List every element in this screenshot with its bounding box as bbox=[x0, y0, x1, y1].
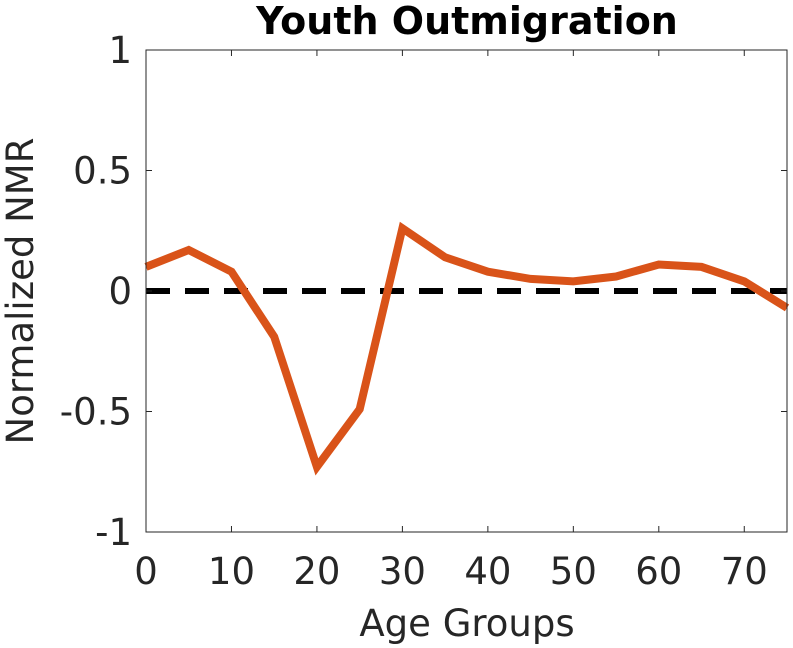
x-tick-label: 40 bbox=[464, 550, 511, 593]
y-tick-label: -1 bbox=[95, 511, 132, 554]
y-tick-label: 0.5 bbox=[73, 150, 132, 193]
plot-area bbox=[144, 221, 790, 476]
y-tick-label: 1 bbox=[108, 29, 132, 72]
x-tick-label: 10 bbox=[208, 550, 255, 593]
x-tick-label: 20 bbox=[293, 550, 340, 593]
x-axis: 0 10 20 30 40 50 60 70 bbox=[134, 50, 768, 593]
x-tick-label: 30 bbox=[379, 550, 426, 593]
series-line-0 bbox=[144, 221, 790, 476]
x-tick-label: 70 bbox=[721, 550, 768, 593]
y-axis: -1 -0.5 0 0.5 1 bbox=[60, 29, 787, 554]
x-tick-label: 50 bbox=[550, 550, 597, 593]
y-axis-label: Normalized NMR bbox=[0, 138, 42, 445]
x-tick-label: 0 bbox=[134, 550, 158, 593]
x-axis-label: Age Groups bbox=[359, 602, 574, 645]
y-tick-label: -0.5 bbox=[60, 391, 132, 434]
y-tick-label: 0 bbox=[108, 270, 132, 313]
chart-title: Youth Outmigration bbox=[255, 0, 678, 43]
x-tick-label: 60 bbox=[635, 550, 682, 593]
